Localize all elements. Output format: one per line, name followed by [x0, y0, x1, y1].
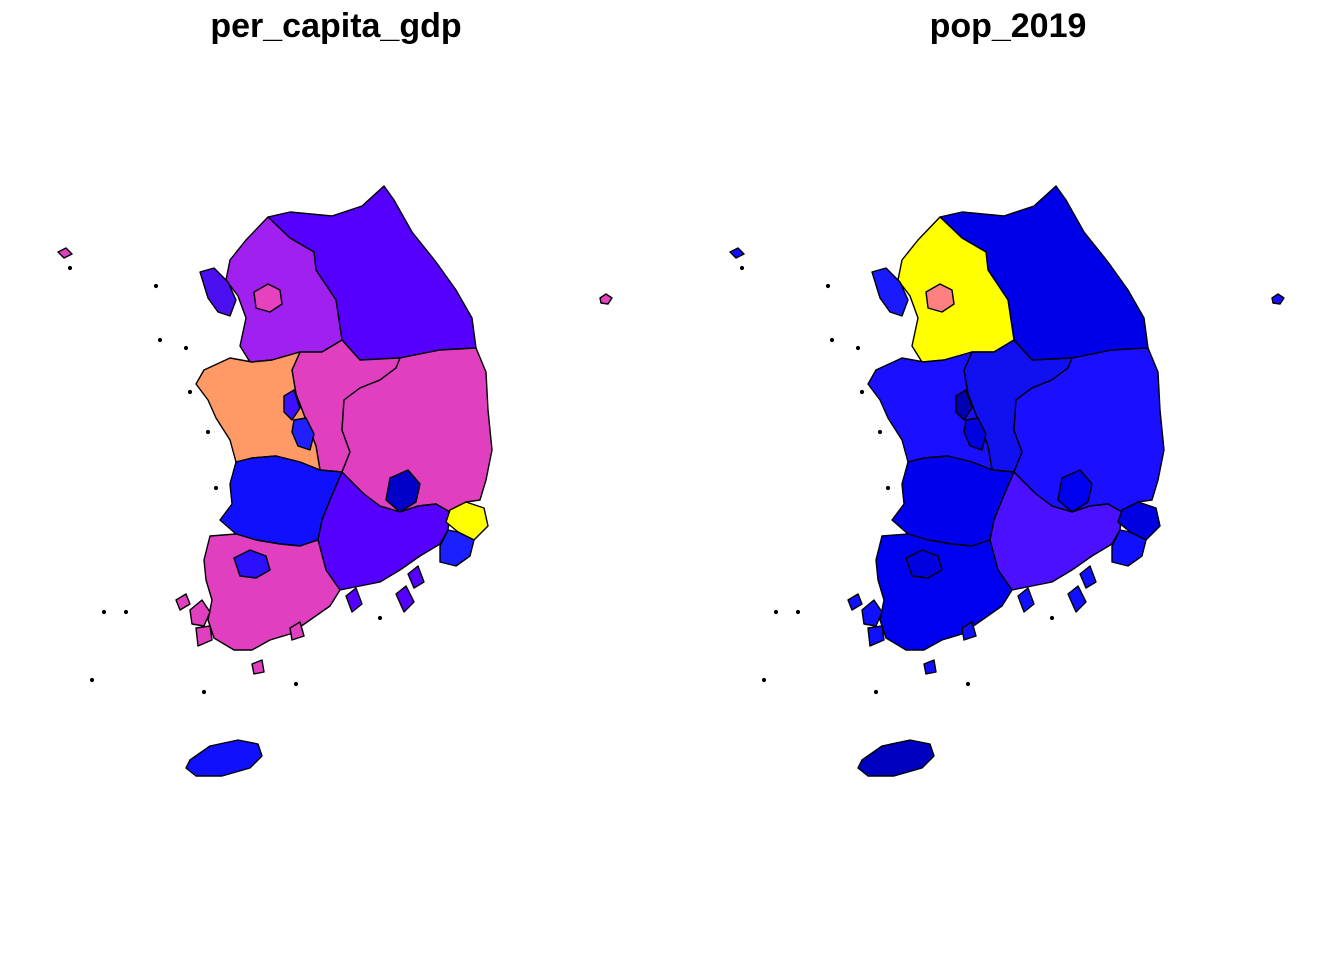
map-per-capita-gdp-islet-0: [67, 265, 73, 271]
map-pop-2019-region-daegu: [1057, 469, 1093, 513]
map-per-capita-gdp-region-islands-northwest: [57, 247, 73, 259]
map-title-pop-2019: pop_2019: [929, 7, 1087, 45]
map-pop-2019-islet-6: [885, 485, 891, 491]
map-pop-2019-region-ulleung: [1271, 293, 1285, 305]
map-pop-2019-region-jeonnam: [875, 533, 1013, 651]
map-pop-2019-region-islands-northwest: [729, 247, 745, 259]
map-per-capita-gdp-islet-5: [205, 429, 211, 435]
map-per-capita-gdp-islet-7: [101, 609, 107, 615]
map-pop-2019-region-islands-west: [847, 593, 977, 675]
map-pop-2019-region-daejeon: [963, 417, 987, 451]
map-per-capita-gdp: [57, 185, 613, 777]
map-pop-2019-islet-12: [1049, 615, 1055, 621]
map-pop-2019-islet-4: [859, 389, 865, 395]
map-pop-2019-region-busan: [1111, 529, 1147, 567]
map-per-capita-gdp-islet-9: [89, 677, 95, 683]
map-pop-2019-islet-8: [795, 609, 801, 615]
map-per-capita-gdp-islet-11: [293, 681, 299, 687]
map-pop-2019-region-jeju: [857, 739, 935, 777]
map-pop-2019-region-islands-south: [1017, 565, 1097, 613]
map-per-capita-gdp-islet-4: [187, 389, 193, 395]
map-per-capita-gdp-islet-3: [183, 345, 189, 351]
map-pop-2019-region-incheon: [871, 267, 909, 317]
map-pop-2019: [729, 185, 1285, 777]
map-per-capita-gdp-region-islands-south: [345, 565, 425, 613]
map-per-capita-gdp-region-daejeon: [291, 417, 315, 451]
map-per-capita-gdp-islet-1: [153, 283, 159, 289]
map-per-capita-gdp-region-sejong: [283, 389, 301, 421]
map-pop-2019-islet-10: [873, 689, 879, 695]
map-pop-2019-region-gwangju: [905, 549, 943, 579]
map-per-capita-gdp-region-seoul: [253, 283, 283, 313]
map-pop-2019-islet-2: [829, 337, 835, 343]
map-panel-pop-2019: pop_2019: [672, 0, 1344, 960]
map-pop-2019-region-seoul: [925, 283, 955, 313]
map-per-capita-gdp-region-ulleung: [599, 293, 613, 305]
map-per-capita-gdp-region-gwangju: [233, 549, 271, 579]
map-per-capita-gdp-islet-6: [213, 485, 219, 491]
map-per-capita-gdp-region-incheon: [199, 267, 237, 317]
map-per-capita-gdp-region-ulsan: [445, 501, 489, 541]
map-per-capita-gdp-islet-2: [157, 337, 163, 343]
map-per-capita-gdp-islet-10: [201, 689, 207, 695]
map-pop-2019-region-ulsan: [1117, 501, 1161, 541]
map-pop-2019-islet-11: [965, 681, 971, 687]
map-per-capita-gdp-islet-8: [123, 609, 129, 615]
map-pop-2019-islet-7: [773, 609, 779, 615]
map-per-capita-gdp-region-jeju: [185, 739, 263, 777]
map-pop-2019-islet-0: [739, 265, 745, 271]
map-pop-2019-islet-3: [855, 345, 861, 351]
map-per-capita-gdp-region-daegu: [385, 469, 421, 513]
map-pop-2019-islet-5: [877, 429, 883, 435]
map-per-capita-gdp-region-busan: [439, 529, 475, 567]
map-pop-2019-islet-9: [761, 677, 767, 683]
map-per-capita-gdp-region-islands-west: [175, 593, 305, 675]
map-title-per-capita-gdp: per_capita_gdp: [210, 7, 462, 45]
map-per-capita-gdp-region-jeonnam: [203, 533, 341, 651]
map-panel-per-capita-gdp: per_capita_gdp: [57, 7, 613, 777]
map-per-capita-gdp-islet-12: [377, 615, 383, 621]
map-pop-2019-region-sejong: [955, 389, 973, 421]
map-pop-2019-islet-1: [825, 283, 831, 289]
